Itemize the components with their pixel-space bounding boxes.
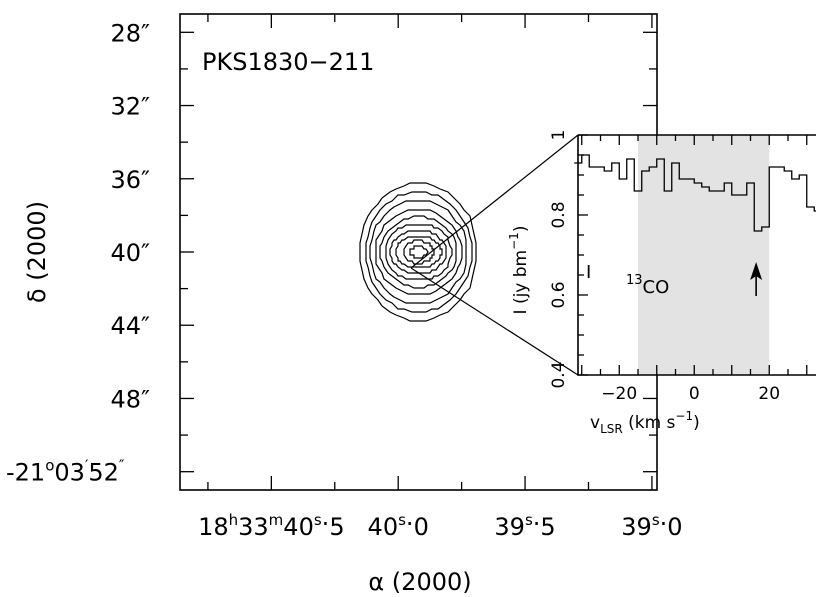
contour-level (365, 191, 473, 313)
seconds-unit: s (652, 511, 660, 529)
velocity-tick-labels: −20 0 20 (601, 384, 780, 404)
contour-level (389, 230, 447, 274)
intensity-axis-title: I (jy bm−1) (507, 226, 531, 315)
intensity-tick-label: 1 (549, 130, 569, 141)
ra-tick-label: 39s.0 (621, 503, 682, 541)
arrow-head (750, 262, 763, 280)
source-name-label: PKS1830−211 (202, 48, 374, 76)
spectrum-step-line (574, 154, 816, 232)
line-label: 13CO (626, 273, 669, 298)
ra-seconds: 40 (283, 513, 314, 541)
seconds-unit: s (525, 511, 533, 529)
inset-axes (577, 135, 816, 376)
velocity-subscript: LSR (600, 422, 623, 436)
dec-tick-label: 44″ (110, 312, 150, 340)
dec-deg: -21 (6, 459, 45, 487)
shaded-velocity-range (638, 135, 770, 375)
dec-arcsec: 52 (88, 459, 119, 487)
velocity-axis-title: vLSR (km s−1) (590, 409, 700, 436)
ra-tick-label: 39s.5 (494, 503, 555, 541)
contour-level (375, 209, 463, 295)
ra-seconds: 39 (494, 513, 525, 541)
ra-minutes: 33 (238, 513, 269, 541)
intensity-close: ) (511, 226, 531, 233)
velocity-symbol: v (590, 413, 600, 433)
source-contours (359, 182, 477, 322)
dec-tick-label: 36″ (110, 166, 150, 194)
seconds-unit: s (314, 511, 322, 529)
seconds-unit: s (398, 511, 406, 529)
isotope-number: 13 (626, 273, 643, 288)
dec-arcmin: 03 (54, 459, 85, 487)
ra-decimal-point: . (533, 503, 541, 531)
intensity-tick-label: 0.6 (549, 281, 569, 308)
deg-symbol: o (45, 457, 54, 475)
ra-fraction: 5 (329, 513, 344, 541)
dec-axis-title: δ (2000) (23, 201, 51, 303)
contour-level (359, 182, 477, 322)
zoom-connector-top (410, 134, 579, 269)
contour-level (403, 239, 435, 265)
intensity-tick-label: 0.8 (549, 201, 569, 228)
velocity-tick-label: 0 (689, 384, 700, 404)
dec-tick-label: 28″ (110, 19, 150, 47)
contour-level (409, 245, 429, 259)
hours-unit: h (229, 511, 239, 529)
dec-origin-label: -21o03′52″ (6, 457, 125, 487)
intensity-exponent: −1 (507, 232, 521, 250)
minutes-unit: m (269, 511, 284, 529)
zoom-connector-bottom (410, 267, 579, 376)
panel-label: I (586, 262, 591, 283)
contour-map-panel: PKS1830−211 28″32″36″40″44″48″ -21o03′52… (6, 13, 683, 596)
contour-level (369, 200, 467, 304)
ra-fraction: 5 (540, 513, 555, 541)
contour-level (379, 215, 457, 289)
absorption-arrow (750, 262, 763, 296)
spectrum-inset-panel: −20 0 20 0.40.60.81 I 13CO vLSR (km s−1) I… (507, 130, 816, 436)
inset-tick-marks (578, 134, 808, 376)
ra-tick-label: 18h33m40s.5 (198, 503, 345, 541)
velocity-units-close: ) (693, 413, 700, 433)
ra-decimal-point: . (322, 503, 330, 531)
arcmin-symbol: ′ (85, 457, 89, 475)
ra-fraction: 0 (667, 513, 682, 541)
molecule-name: CO (643, 277, 670, 298)
ra-decimal-point: . (660, 503, 668, 531)
contour-level (385, 224, 453, 280)
velocity-units-exponent: −1 (675, 409, 693, 423)
dec-tick-label: 32″ (110, 93, 150, 121)
ra-decimal-point: . (406, 503, 414, 531)
ra-hours: 18 (198, 513, 229, 541)
ra-fraction: 0 (414, 513, 429, 541)
intensity-tick-labels: 0.4 0.6 0.8 1 (549, 130, 569, 389)
dec-tick-label: 40″ (110, 239, 150, 267)
intensity-label: I (jy bm (511, 250, 531, 315)
ra-tick-label: 40s.0 (368, 503, 429, 541)
arcsec-symbol: ″ (119, 457, 125, 475)
dec-tick-labels: 28″ 32″ 36″ 40″ 44″ 48″ (110, 19, 150, 413)
contour-level (395, 236, 443, 268)
ra-axis-title: α (2000) (368, 568, 471, 596)
velocity-tick-label: 20 (758, 384, 780, 404)
velocity-units: (km s (623, 413, 676, 433)
velocity-tick-label: −20 (601, 384, 637, 404)
ra-seconds: 39 (621, 513, 652, 541)
ra-seconds: 40 (368, 513, 399, 541)
dec-tick-label: 48″ (110, 385, 150, 413)
intensity-tick-label: 0.4 (549, 361, 569, 388)
ra-tick-labels: 18h33m40s.5 40s.0 39s.5 39s.0 (198, 503, 682, 541)
